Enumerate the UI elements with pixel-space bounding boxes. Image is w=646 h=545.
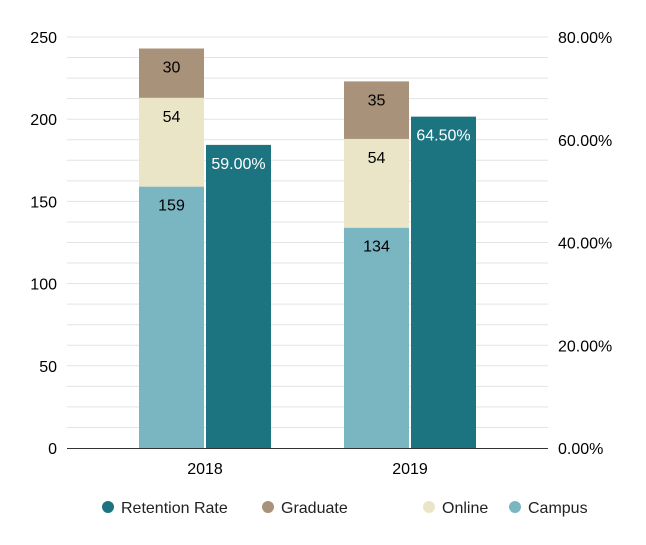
data-label-campus: 134 <box>363 239 390 256</box>
left-axis-tick-label: 150 <box>30 194 57 211</box>
right-axis-tick-label: 0.00% <box>558 441 603 458</box>
legend-marker <box>423 501 435 513</box>
bar-campus <box>139 186 204 448</box>
legend-label: Graduate <box>281 500 348 517</box>
legend-label: Online <box>442 500 488 517</box>
legend-label: Campus <box>528 500 588 517</box>
left-axis-tick-label: 0 <box>48 441 57 458</box>
bar-online <box>344 138 409 228</box>
data-label-campus: 159 <box>158 198 185 215</box>
right-axis-tick-label: 60.00% <box>558 133 612 150</box>
legend-label: Retention Rate <box>121 500 228 517</box>
data-label-retention-rate: 64.50% <box>416 128 470 145</box>
data-label-retention-rate: 59.00% <box>211 156 265 173</box>
bar-retention-rate <box>206 144 271 448</box>
bar-retention-rate <box>411 116 476 448</box>
left-axis-tick-label: 50 <box>39 359 57 376</box>
right-axis-tick-label: 40.00% <box>558 236 612 253</box>
bar-campus <box>344 227 409 448</box>
bar-graduate <box>139 48 204 98</box>
legend-marker <box>262 501 274 513</box>
bars <box>139 48 476 448</box>
legend: Retention Rate Graduate Online Campus <box>102 500 588 517</box>
right-axis-tick-label: 20.00% <box>558 338 612 355</box>
left-axis-tick-label: 200 <box>30 112 57 129</box>
axes: 0 50 100 150 200 250 0.00% 20.00% 40.00% 60.00% 80… <box>30 30 612 478</box>
x-axis-tick-label: 2019 <box>392 461 428 478</box>
data-label-online: 54 <box>163 109 181 126</box>
left-axis-tick-label: 100 <box>30 277 57 294</box>
bar-online <box>139 97 204 187</box>
data-label-graduate: 35 <box>368 92 386 109</box>
legend-marker <box>102 501 114 513</box>
data-labels: 159 54 30 59.00% 134 54 35 64.50% <box>158 60 470 256</box>
right-axis-tick-label: 80.00% <box>558 30 612 47</box>
left-axis-tick-label: 250 <box>30 30 57 47</box>
legend-marker <box>509 501 521 513</box>
data-label-graduate: 30 <box>163 60 181 77</box>
bar-graduate <box>344 81 409 139</box>
data-label-online: 54 <box>368 150 386 167</box>
x-axis-tick-label: 2018 <box>187 461 223 478</box>
